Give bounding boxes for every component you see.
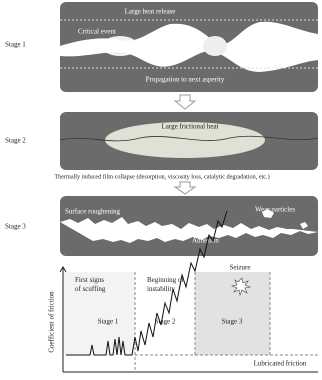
- stage-2-panel: [59, 112, 319, 170]
- stage-label: Stage 1: [5, 41, 26, 49]
- annotation: Surface roughening: [65, 208, 121, 216]
- stage-label: Stage 3: [5, 223, 26, 231]
- region-label: Stage 3: [222, 318, 243, 326]
- annotation: Adhesion: [192, 237, 219, 245]
- y-axis-label: Coefficient of friction: [48, 291, 56, 353]
- baseline-label: Lubricated friction: [254, 360, 307, 368]
- region-label: Stage 2: [155, 318, 176, 326]
- annotation: Wear particles: [255, 206, 295, 214]
- caption: Thermally induced film collapse (desorpt…: [54, 173, 269, 180]
- arrow: [173, 181, 197, 195]
- arrow: [173, 94, 197, 110]
- stage-label: Stage 2: [5, 137, 26, 145]
- stage-3-panel: [60, 196, 318, 256]
- annotation: Critical event: [78, 28, 116, 36]
- annotation: Propagation to next asperity: [146, 76, 225, 84]
- friction-chart: [59, 210, 318, 373]
- stage-1-panel: [60, 2, 318, 92]
- region-label: Stage 1: [98, 318, 119, 326]
- annotation: Large frictional heat: [161, 123, 218, 131]
- chart-note: First signs of scuffing: [75, 276, 106, 293]
- chart-note: Beginning of instability: [147, 276, 184, 293]
- chart-note: Seizure: [230, 264, 251, 272]
- annotation: Large heat release: [125, 8, 176, 16]
